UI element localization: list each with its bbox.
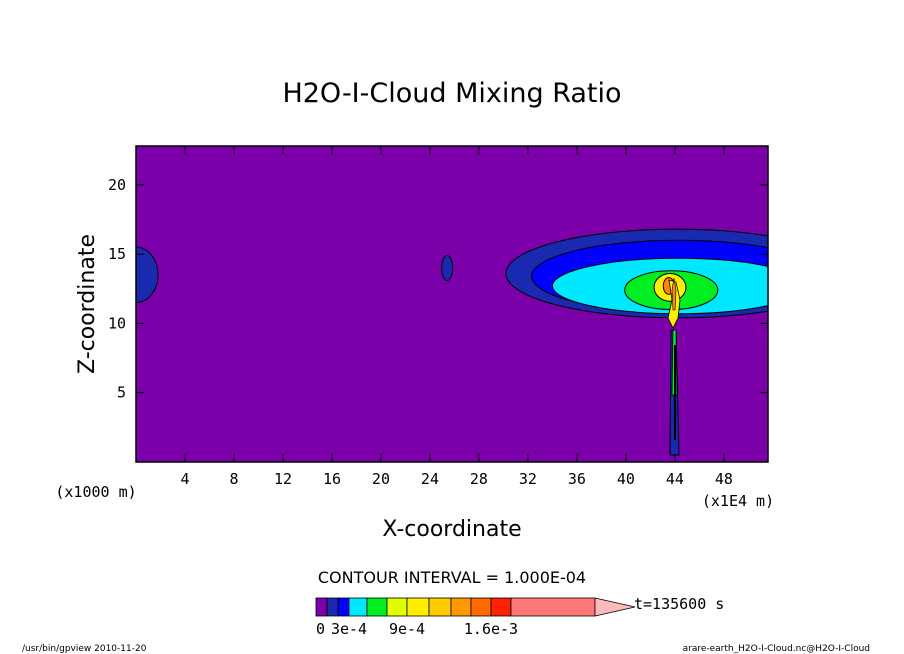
footer-left: /usr/bin/gpview 2010-11-20 xyxy=(22,644,147,654)
colorbar-cell xyxy=(490,597,512,617)
colorbar-label: 1.6e-3 xyxy=(464,620,518,638)
x-tick-label: 12 xyxy=(274,470,292,488)
colorbar-label: 0 xyxy=(316,620,325,638)
colorbar-cell xyxy=(450,597,472,617)
y-axis-label: Z-coordinate xyxy=(75,234,100,374)
x-tick-label: 24 xyxy=(421,470,439,488)
x-tick-label: 40 xyxy=(617,470,635,488)
contour-interval: CONTOUR INTERVAL = 1.000E-04 xyxy=(318,568,586,587)
colorbar-cell xyxy=(470,597,492,617)
x-tick-label: 28 xyxy=(470,470,488,488)
x-tick-label: 8 xyxy=(229,470,238,488)
colorbar-cell xyxy=(315,597,328,617)
y-tick-label: 10 xyxy=(108,314,126,332)
y-tick-label: 15 xyxy=(108,245,126,263)
colorbar-cell xyxy=(337,597,350,617)
colorbar-label: 3e-4 xyxy=(331,620,367,638)
colorbar-cell xyxy=(406,597,430,617)
footer-right: arare-earth_H2O-I-Cloud.nc@H2O-I-Cloud xyxy=(683,644,870,654)
x-tick-label: 4 xyxy=(180,470,189,488)
chart-title: H2O-I-Cloud Mixing Ratio xyxy=(282,78,621,109)
y-tick-label: 5 xyxy=(117,384,126,402)
updraft-plume xyxy=(667,277,681,456)
colorbar-cell xyxy=(366,597,388,617)
colorbar-cell xyxy=(348,597,368,617)
x-tick-label: 36 xyxy=(568,470,586,488)
y-tick-label: 20 xyxy=(108,176,126,194)
x-unit-right: (x1E4 m) xyxy=(702,492,774,510)
colorbar-label: 9e-4 xyxy=(389,620,425,638)
colorbar-cell xyxy=(326,597,339,617)
y-axis-ticks: 5 10 15 20 xyxy=(108,176,768,402)
colorbar-cell xyxy=(386,597,408,617)
x-unit-left: (x1000 m) xyxy=(55,483,136,501)
time-label: t=135600 s xyxy=(634,595,724,613)
x-tick-label: 48 xyxy=(715,470,733,488)
x-tick-label: 32 xyxy=(519,470,537,488)
colorbar-cell xyxy=(428,597,452,617)
plot-frame xyxy=(135,145,769,463)
colorbar-cell xyxy=(510,597,596,617)
x-tick-label: 44 xyxy=(666,470,684,488)
colorbar-arrow xyxy=(594,597,636,617)
x-axis-ticks: 4 8 12 16 20 24 28 32 36 40 44 48 xyxy=(180,146,733,488)
x-axis-label: X-coordinate xyxy=(382,517,521,542)
contour-small-cloud xyxy=(441,254,454,281)
colorbar: 0 3e-4 9e-4 1.6e-3 xyxy=(315,597,636,638)
x-tick-label: 16 xyxy=(323,470,341,488)
x-tick-label: 20 xyxy=(372,470,390,488)
